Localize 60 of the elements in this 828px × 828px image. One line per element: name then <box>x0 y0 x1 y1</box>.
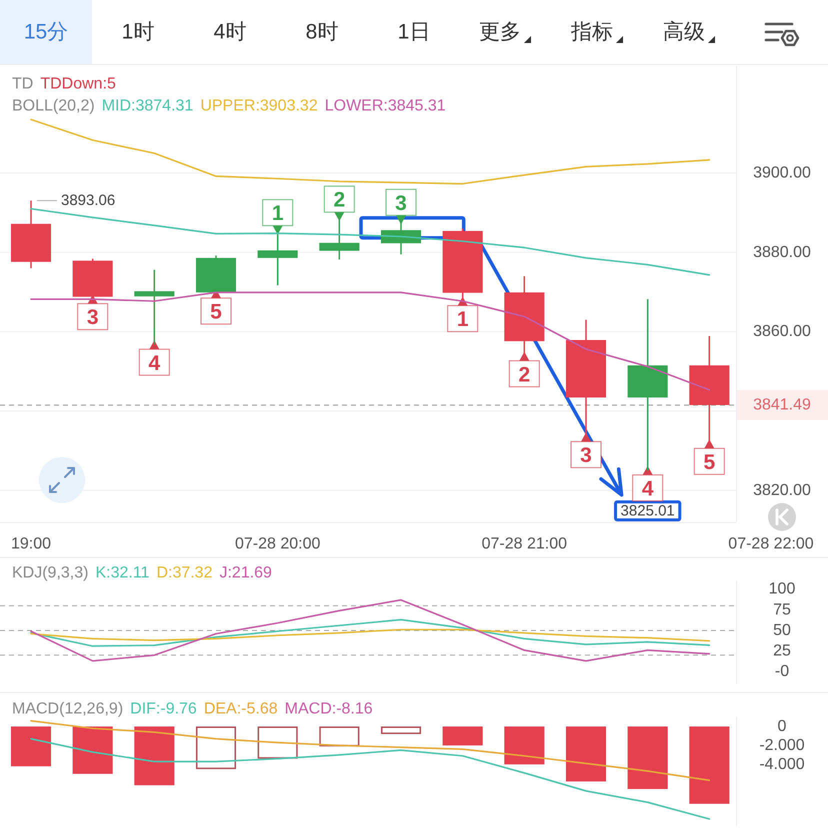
annotation: 3 <box>580 444 592 468</box>
y-tick-label: 75 <box>773 601 791 618</box>
y-tick-label: 25 <box>773 642 791 660</box>
text: 更多 <box>479 20 521 44</box>
annotation: 3 <box>86 306 99 330</box>
annotation: TD <box>12 76 34 92</box>
line-series <box>30 720 710 782</box>
series-label: MACD:-8.16 <box>284 700 373 718</box>
y-tick-label: 3900.00 <box>753 164 812 182</box>
annotation: 4 <box>642 477 654 500</box>
line-series <box>30 292 710 391</box>
annotation: 4 <box>148 352 160 375</box>
text: 1时 <box>122 20 154 44</box>
x-tick-label: 07-28 22:00 <box>728 536 814 552</box>
text: TDDown:5 <box>40 76 116 92</box>
y-tick-label: 50 <box>773 622 791 639</box>
text: K:32.11 <box>95 564 150 582</box>
annotation: 5 <box>703 450 716 474</box>
text: 高级 <box>663 20 705 44</box>
annotation: 1 <box>272 202 284 226</box>
text: 1日 <box>398 20 430 44</box>
annotation: 1 <box>456 308 469 332</box>
series-label: DEA:-5.68 <box>204 700 278 718</box>
text: 8时 <box>306 20 338 44</box>
y-tick-label: -2.000 <box>759 736 805 754</box>
x-tick-label: 07-28 21:00 <box>482 536 568 552</box>
text: J:21.69 <box>219 564 272 582</box>
legend-title: KDJ(9,3,3) <box>12 564 88 582</box>
line-series <box>30 599 710 662</box>
y-tick-label: 3820.00 <box>753 482 812 499</box>
text: 指标 <box>570 20 613 44</box>
annotation: 3 <box>395 192 407 215</box>
annotation: 5 <box>210 300 222 324</box>
annotation: BOLL(20,2) <box>12 98 95 114</box>
x-tick-label: 07-28 20:00 <box>234 536 320 552</box>
y-tick-label: 100 <box>768 580 796 598</box>
text: DIF:-9.76 <box>130 700 197 718</box>
y-tick-label: -0 <box>774 663 790 680</box>
annotation: 3825.01 <box>620 502 675 520</box>
text: D:37.32 <box>156 564 213 582</box>
text: UPPER:3903.32 <box>200 98 318 114</box>
y-tick-label: 3880.00 <box>753 244 812 261</box>
y-tick-label: 0 <box>778 718 787 735</box>
text: 15分 <box>24 20 68 44</box>
y-tick-label: 3860.00 <box>753 323 812 340</box>
line-series <box>30 628 710 642</box>
line-series <box>30 618 710 647</box>
text: 4时 <box>214 20 246 44</box>
y-tick-label: -4.000 <box>759 756 805 773</box>
ref-line-label: 3841.49 <box>753 396 812 414</box>
text: LOWER:3845.31 <box>324 98 446 114</box>
annotation: 2 <box>518 363 530 386</box>
legend-title: MACD(12,26,9) <box>12 700 124 718</box>
x-tick-label: 19:00 <box>10 536 52 552</box>
annotation: 3893.06 <box>61 192 116 210</box>
line-series <box>30 738 710 820</box>
annotation: 2 <box>333 188 346 212</box>
point <box>334 212 344 222</box>
line-series <box>30 118 710 185</box>
text: MID:3874.31 <box>102 98 194 114</box>
